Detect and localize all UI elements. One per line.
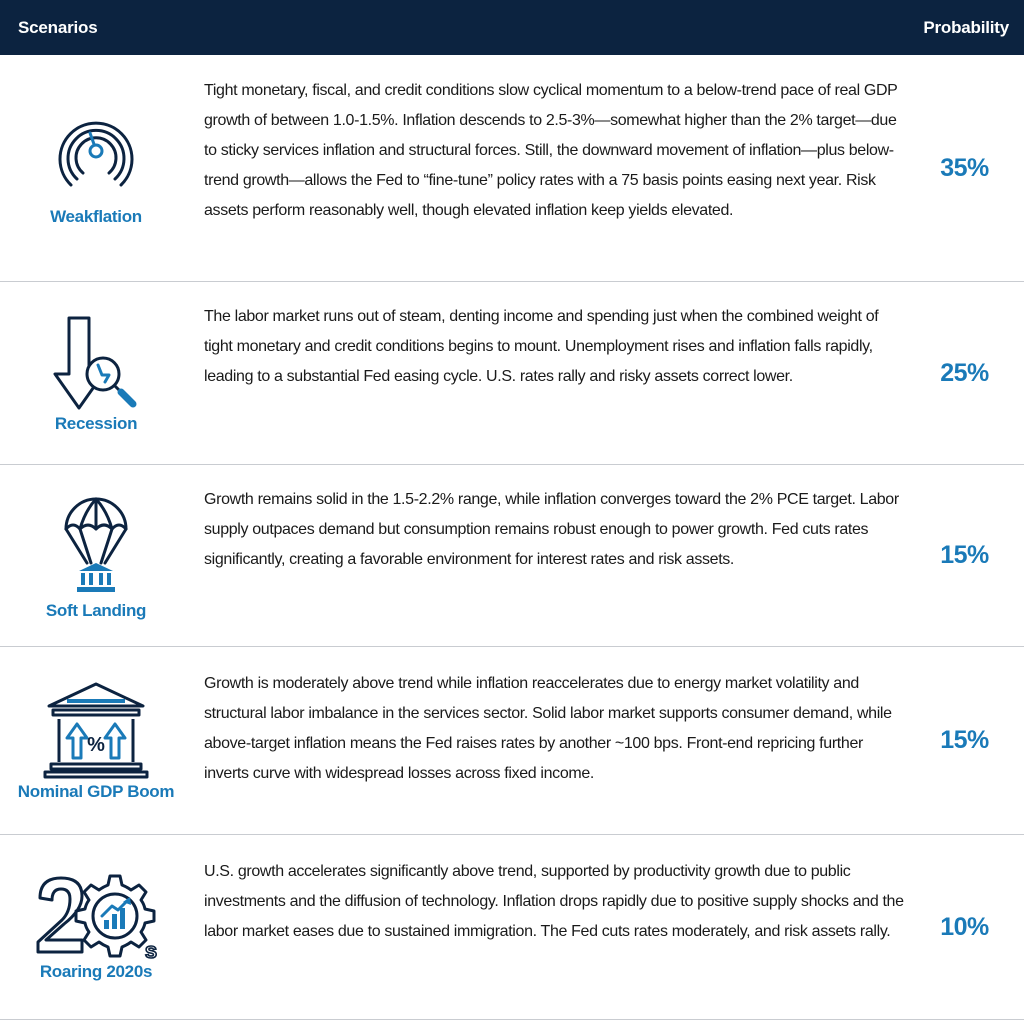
scenario-name: Nominal GDP Boom [17, 781, 175, 801]
scenario-row-nominal-gdp-boom: % Nominal GDP Boom Growth is moderately … [0, 647, 1024, 835]
scenario-description: Tight monetary, fiscal, and credit condi… [204, 82, 898, 219]
bank-percent-arrows-icon: % [43, 682, 149, 778]
table-header: Scenarios Probability [0, 0, 1024, 55]
scenario-description: U.S. growth accelerates significantly ab… [204, 863, 904, 940]
down-arrow-magnifier-icon [53, 316, 137, 410]
scenario-icon-cell: % Nominal GDP Boom [0, 647, 192, 834]
svg-text:s: s [145, 938, 157, 960]
scenario-description: Growth is moderately above trend while i… [204, 675, 892, 782]
scenario-description: The labor market runs out of steam, dent… [204, 308, 879, 385]
scenario-row-roaring-2020s: s Roaring 2020s U.S. growth accelerates … [0, 835, 1024, 1020]
scenario-probability: 15% [940, 541, 989, 569]
speedometer-icon [58, 121, 134, 187]
scenario-icon-cell: Recession [0, 282, 192, 464]
scenario-name: Weakflation [50, 207, 142, 226]
scenario-description: Growth remains solid in the 1.5-2.2% ran… [204, 491, 899, 568]
parachute-bank-icon [64, 497, 128, 592]
scenario-probability: 10% [940, 912, 989, 941]
scenario-icon-cell: s Roaring 2020s [0, 835, 192, 1019]
scenario-row-weakflation: Weakflation Tight monetary, fiscal, and … [0, 55, 1024, 282]
scenario-name: Soft Landing [45, 600, 147, 620]
scenario-icon-cell: Weakflation [0, 55, 192, 281]
probability-column-header: Probability [923, 17, 1009, 37]
scenario-probability: 25% [940, 358, 989, 387]
scenario-probability: 15% [940, 726, 989, 754]
scenario-name: Roaring 2020s [39, 962, 153, 981]
svg-text:%: % [87, 734, 105, 756]
scenarios-column-header: Scenarios [18, 17, 98, 37]
scenario-row-soft-landing: Soft Landing Growth remains solid in the… [0, 465, 1024, 647]
scenario-name: Recession [54, 414, 138, 433]
scenario-icon-cell: Soft Landing [0, 465, 192, 646]
scenario-row-recession: Recession The labor market runs out of s… [0, 282, 1024, 465]
scenario-probability: 35% [940, 153, 989, 182]
twenty-gear-chart-icon: s [36, 874, 158, 960]
